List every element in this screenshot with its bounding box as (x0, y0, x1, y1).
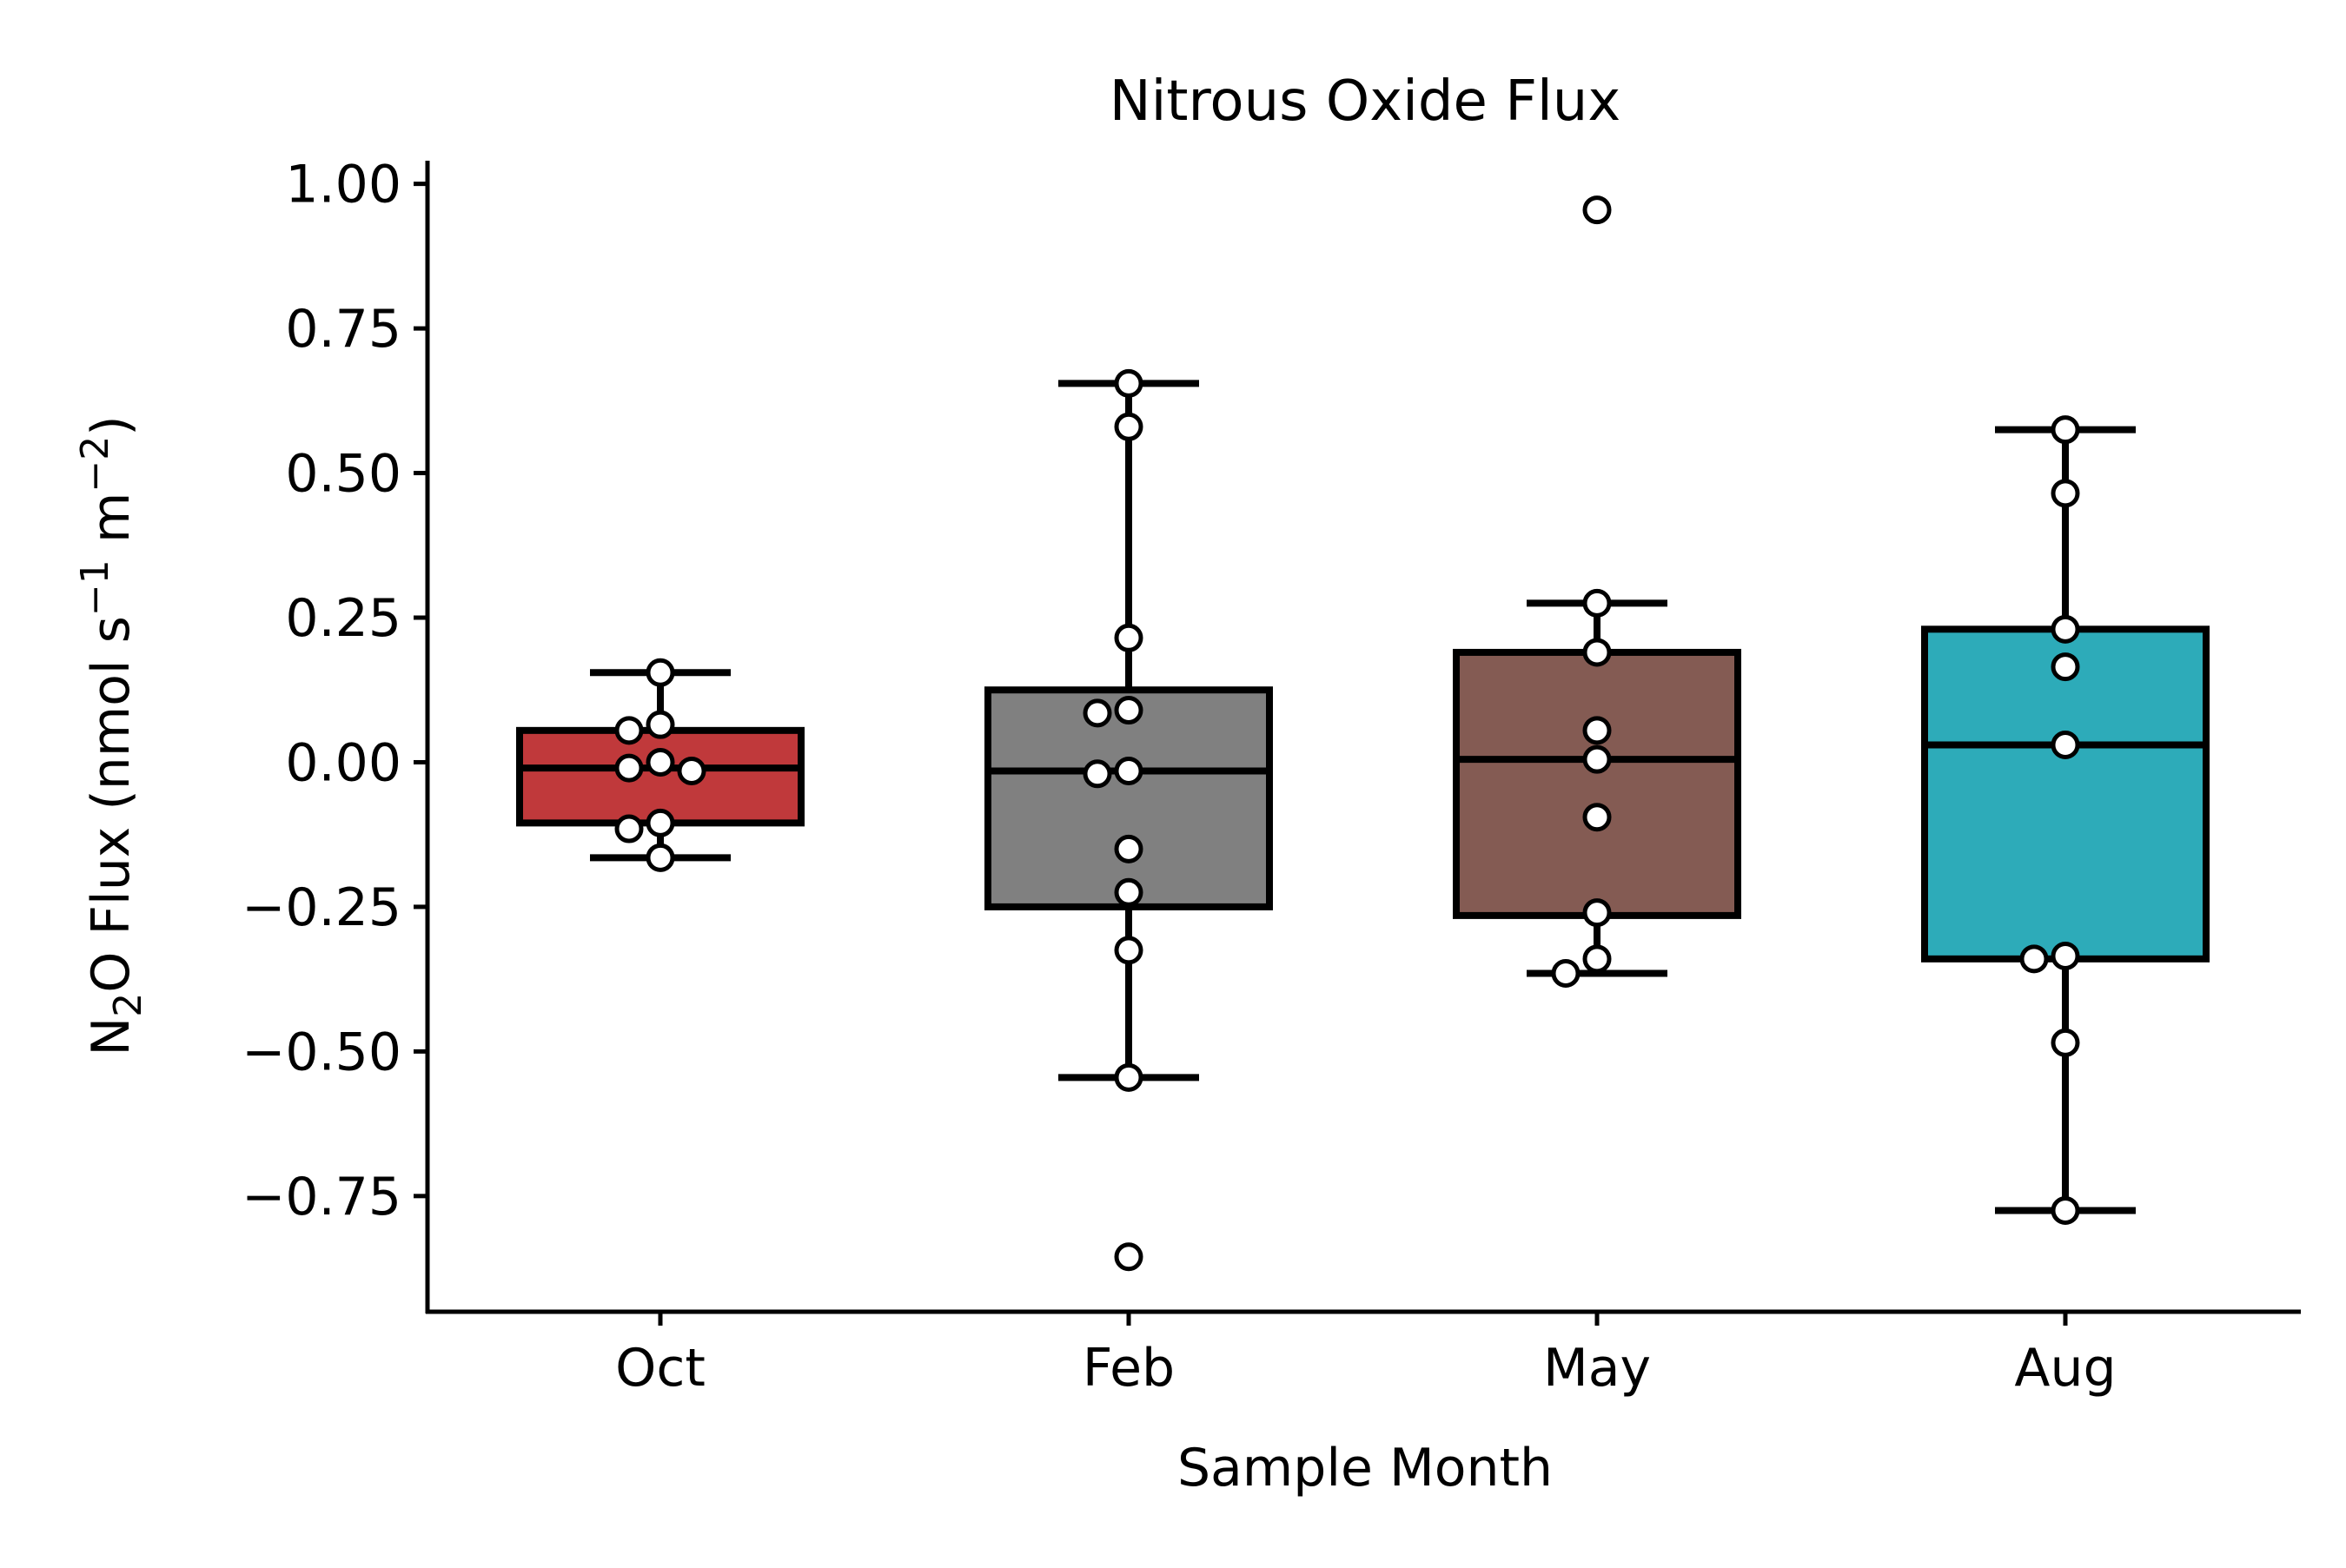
data-point (2051, 479, 2080, 508)
data-point (1582, 588, 1612, 618)
x-tick-label: Aug (2014, 1338, 2116, 1399)
data-point (646, 747, 675, 777)
data-point (2051, 1028, 2080, 1057)
data-point (646, 658, 675, 687)
y-axis-label-part: ) (81, 415, 142, 435)
y-axis-label-part: −2 (73, 436, 117, 493)
data-point (1582, 898, 1612, 928)
box-group-aug (1921, 415, 2210, 1225)
data-point (1114, 834, 1143, 863)
data-point (1114, 877, 1143, 907)
data-point (2051, 942, 2080, 971)
y-tick-label: 0.50 (285, 444, 401, 505)
data-point (1114, 756, 1143, 785)
data-point (1114, 623, 1143, 652)
data-point (646, 710, 675, 739)
data-point (1582, 195, 1612, 225)
y-axis-label-part: N (81, 1017, 142, 1056)
x-tick-label: May (1543, 1338, 1651, 1399)
chart-title: Nitrous Oxide Flux (1110, 69, 1620, 134)
y-tick-label: −0.25 (242, 877, 401, 938)
data-point (2051, 730, 2080, 759)
data-point (1114, 412, 1143, 441)
data-point (677, 756, 706, 785)
data-point (1114, 368, 1143, 398)
data-point (1114, 1062, 1143, 1092)
data-point (2051, 415, 2080, 445)
data-point (1083, 759, 1112, 789)
data-point (1582, 944, 1612, 974)
y-tick-label: 0.25 (285, 588, 401, 649)
y-axis-label-text: N2O Flux (nmol s−1 m−2) (73, 415, 150, 1055)
x-axis-label: Sample Month (1177, 1438, 1553, 1499)
y-tick-label: 0.00 (285, 732, 401, 793)
data-point (2051, 614, 2080, 644)
y-tick-label: 0.75 (285, 299, 401, 360)
box-group-may (1453, 195, 1741, 988)
y-tick-label: −0.75 (242, 1167, 401, 1227)
data-point (614, 753, 644, 783)
data-point (2019, 944, 2049, 974)
axes: 1.00 0.75 0.50 0.25 0.00 −0.25 −0.50 −0.75 Oct Fe… (242, 155, 2301, 1399)
x-tick-label: Feb (1083, 1338, 1175, 1399)
y-axis-label-part: O Flux (nmol s (81, 616, 142, 993)
y-tick-label: −0.50 (242, 1022, 401, 1082)
x-tick-label: Oct (615, 1338, 706, 1399)
data-point (2051, 1195, 2080, 1225)
box-iqr (516, 726, 805, 827)
plot-area (516, 195, 2210, 1272)
box-iqr (984, 686, 1273, 910)
data-point (1582, 803, 1612, 832)
y-tick-label: 1.00 (285, 155, 401, 215)
data-point (1582, 638, 1612, 667)
box-iqr (1453, 648, 1741, 919)
y-axis-label-part: −1 (73, 559, 117, 616)
data-point (1582, 744, 1612, 774)
data-point (646, 808, 675, 837)
y-axis-label-part: 2 (106, 993, 150, 1017)
data-point (2051, 652, 2080, 682)
data-point (614, 814, 644, 844)
data-point (1114, 696, 1143, 725)
data-point (1083, 698, 1112, 728)
data-point (646, 843, 675, 872)
box-group-oct (516, 658, 805, 872)
data-point (614, 716, 644, 745)
data-point (1551, 958, 1581, 988)
data-point (1114, 1242, 1143, 1272)
data-point (1114, 936, 1143, 965)
box-iqr (1921, 625, 2210, 963)
y-axis-label: N2O Flux (nmol s−1 m−2) (73, 415, 150, 1055)
y-axis-label-part: m (81, 493, 142, 560)
box-group-feb (984, 368, 1273, 1272)
data-point (1582, 716, 1612, 745)
